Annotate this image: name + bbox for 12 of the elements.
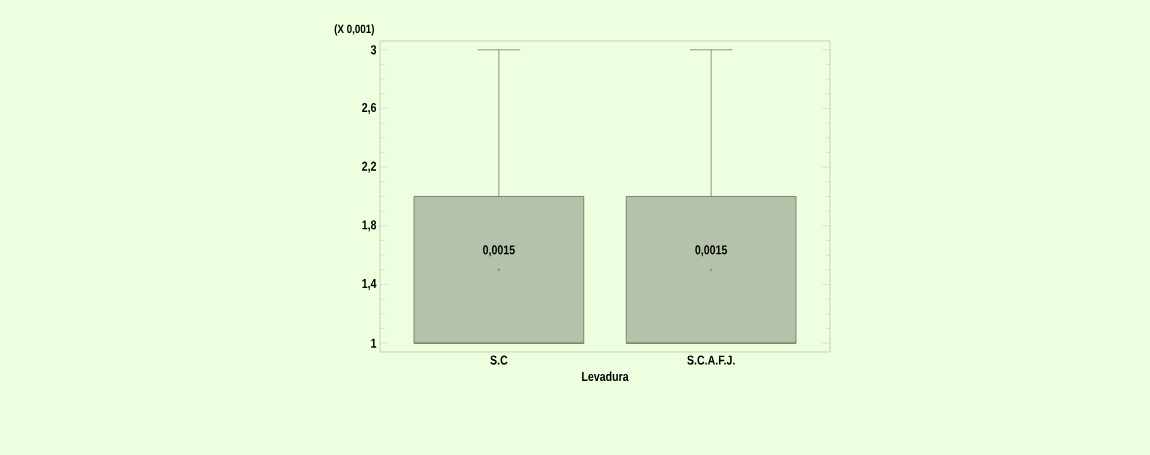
x-tick-label: S.C xyxy=(490,355,508,365)
y-tick-label: 1,4 xyxy=(362,279,377,290)
text: (X 0,001) xyxy=(334,24,374,36)
y-tick-label: 2,2 xyxy=(362,161,377,173)
x-axis-title: Levadura xyxy=(582,371,629,382)
x-tick-label: S.C.A.F.J. xyxy=(687,355,735,365)
y-tick-label: 3 xyxy=(370,45,377,55)
y-tick-label: 1,8 xyxy=(362,220,377,232)
y-tick-label: 1 xyxy=(371,338,377,348)
annotation: 0,0015 xyxy=(695,245,728,257)
y-tick-label: 2,6 xyxy=(362,102,377,114)
annotation: 0,0015 xyxy=(483,245,515,257)
